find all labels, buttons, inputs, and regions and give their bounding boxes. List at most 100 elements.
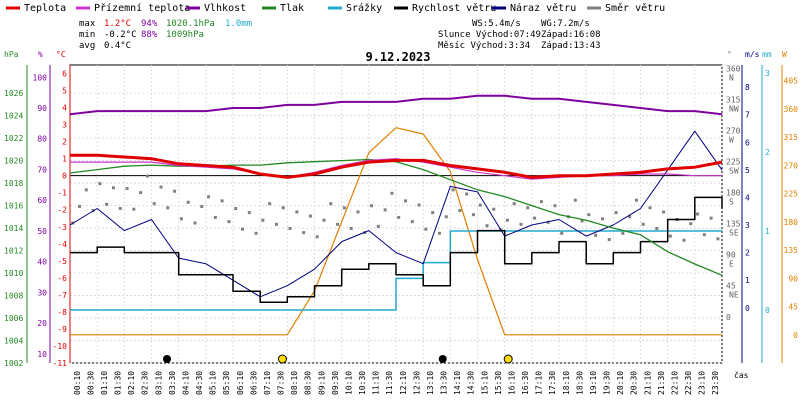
legend-label: Přízemní teplota <box>94 2 190 14</box>
wind-direction-point <box>431 211 435 215</box>
tick-label-hpa: 1026 <box>4 89 23 98</box>
wind-direction-point <box>634 198 638 202</box>
wind-direction-point <box>662 210 666 214</box>
x-tick-label: 11:30 <box>385 371 394 395</box>
tick-label-temp: -1 <box>57 189 67 198</box>
tick-label-pct: 70 <box>37 165 47 174</box>
wind-direction-point <box>587 213 591 217</box>
wind-direction-point <box>594 233 598 237</box>
tick-label-dir-compass: E <box>729 260 734 269</box>
stat-max-label: max <box>79 19 96 29</box>
wind-direction-point <box>132 207 136 211</box>
wind-direction-point <box>505 218 509 222</box>
tick-label-temp: -5 <box>57 257 67 266</box>
wind-direction-point <box>247 211 251 215</box>
x-tick-label: 10:10 <box>344 371 353 395</box>
wind-direction-point <box>573 198 577 202</box>
tick-label-dir: 225 <box>726 158 741 167</box>
wind-direction-point <box>682 238 686 242</box>
wind-direction-point <box>716 237 720 241</box>
tick-label-wm2: 90 <box>788 274 798 283</box>
wind-direction-point <box>451 188 455 192</box>
wind-direction-point <box>648 206 652 210</box>
tick-label-dir: 315 <box>726 95 741 104</box>
wind-direction-point <box>376 224 380 228</box>
solar-radiation-line <box>70 127 722 336</box>
x-tick-label: 22:30 <box>684 371 693 395</box>
stat-min-label: min <box>79 30 95 40</box>
tick-label-temp: -7 <box>57 291 67 300</box>
tick-label-pct: 30 <box>37 288 47 297</box>
tick-label-dir-compass: W <box>729 136 734 145</box>
wind-direction-point <box>417 203 421 207</box>
legend-label: Náraz větru <box>510 2 576 14</box>
wind-direction-point <box>125 186 129 190</box>
tick-label-wm2: 180 <box>784 218 799 227</box>
wind-direction-point <box>220 199 224 203</box>
sun-marker <box>503 354 513 364</box>
stat-sun-set: Západ:16:08 <box>541 30 601 40</box>
tick-label-hpa: 1018 <box>4 179 23 188</box>
x-tick-label: 17:30 <box>548 371 557 395</box>
wind-direction-point <box>308 214 312 218</box>
wind-direction-point <box>173 189 177 193</box>
tick-label-hpa: 1008 <box>4 292 23 301</box>
wind-direction-point <box>78 204 82 208</box>
tick-label-temp: -6 <box>57 274 67 283</box>
x-tick-label: 03:30 <box>168 371 177 395</box>
x-tick-label: 07:10 <box>263 371 272 395</box>
tick-label-wm2: 270 <box>784 161 799 170</box>
tick-label-dir: 360 <box>726 64 741 73</box>
stat-min-press: 1009hPa <box>166 30 204 40</box>
stat-max-temp: 1.2°C <box>104 19 131 29</box>
chart-marks <box>69 94 723 364</box>
tick-label-hpa: 1006 <box>4 314 23 323</box>
tick-label-dir-compass: SW <box>729 167 739 176</box>
legend: Teplota Přízemní teplota Vlhkost Tlak Srážky… <box>6 2 665 14</box>
stat-precip: 1.0mm <box>225 19 252 29</box>
wind-direction-point <box>281 206 285 210</box>
moon-marker <box>162 355 171 363</box>
humidity-line <box>69 94 723 116</box>
tick-label-hpa: 1014 <box>4 224 23 233</box>
wind-direction-point <box>465 192 469 196</box>
wind-direction-point <box>241 227 245 231</box>
wind-direction-point <box>274 222 278 226</box>
x-tick-label: 07:30 <box>277 371 286 395</box>
wind-direction-point <box>288 226 292 230</box>
tick-label-temp: -3 <box>57 223 67 232</box>
tick-label-hpa: 1022 <box>4 134 23 143</box>
wind-direction-point <box>424 227 428 231</box>
wind-direction-point <box>526 206 530 210</box>
unit-hpa: hPa <box>4 50 19 59</box>
tick-label-pct: 10 <box>37 350 47 359</box>
wind-direction-point <box>370 204 374 208</box>
wind-direction-point <box>329 202 333 206</box>
wind-direction-point <box>533 216 537 220</box>
x-tick-label: 11:10 <box>372 371 381 395</box>
x-tick-label: 16:10 <box>507 371 516 395</box>
x-tick-label: 06:30 <box>249 371 258 395</box>
wind-direction-point <box>139 191 143 195</box>
x-tick-label: 09:30 <box>331 371 340 395</box>
stat-moon-set: Západ:13:43 <box>541 41 601 51</box>
x-axis-ticks: 00:10 00:30 01:10 01:30 02:10 02:30 03:10 03:30… <box>73 371 720 395</box>
wind-direction-point <box>696 212 700 216</box>
wind-direction-point <box>145 174 149 178</box>
wind-direction-point <box>478 203 482 207</box>
legend-label: Srážky <box>346 2 382 14</box>
sun-marker <box>277 354 287 364</box>
tick-label-wm2: 0 <box>793 331 798 340</box>
stat-min-hum: 88% <box>141 30 158 40</box>
wind-direction-point <box>336 222 340 226</box>
tick-label-temp: 2 <box>62 138 67 147</box>
legend-label: Tlak <box>280 3 304 14</box>
stat-wg: WG:7.2m/s <box>541 19 590 29</box>
wind-direction-point <box>560 231 564 235</box>
wind-direction-point <box>166 206 170 210</box>
tick-label-hpa: 1012 <box>4 247 23 256</box>
x-tick-label: 02:30 <box>141 371 150 395</box>
tick-label-temp: 4 <box>62 104 67 113</box>
wind-direction-point <box>471 213 475 217</box>
